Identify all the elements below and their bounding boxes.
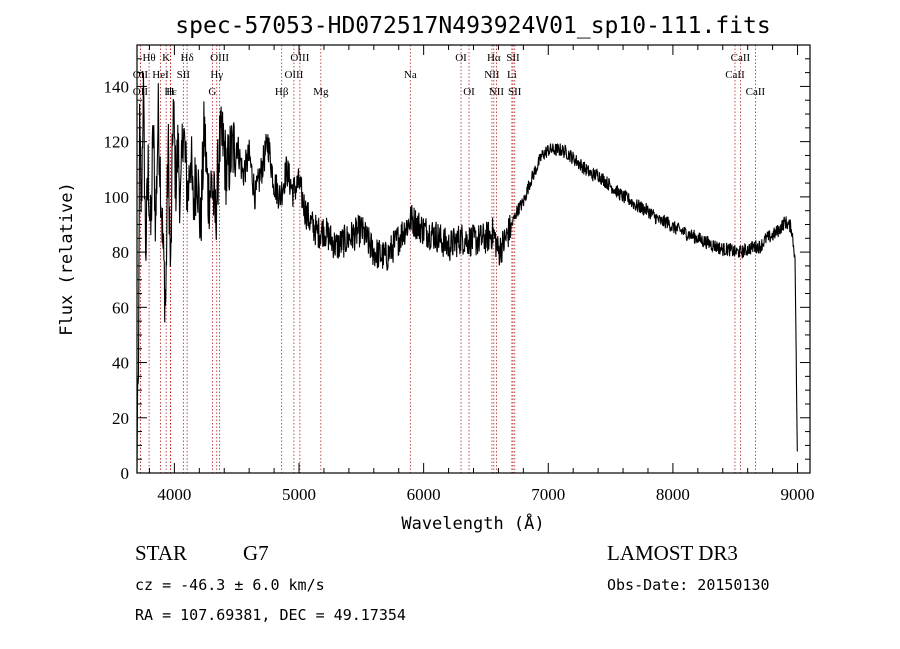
spectral-line-label: Li <box>507 69 517 81</box>
y-axis-label: Flux (relative) <box>57 182 77 336</box>
object-subclass: G7 <box>243 541 269 565</box>
object-type: STAR <box>135 541 187 565</box>
x-tick-label: 7000 <box>531 485 565 504</box>
spectral-line-label: OIII <box>210 52 229 64</box>
spectral-line-label: OII <box>133 69 149 81</box>
spectral-line-label: OIII <box>290 52 309 64</box>
x-axis-label: Wavelength (Å) <box>401 512 544 534</box>
y-tick-label: 80 <box>112 243 129 262</box>
spectral-line-label: OIII <box>284 69 303 81</box>
spectral-line-label: CaII <box>731 52 751 64</box>
spectrum-line <box>136 72 798 474</box>
spectral-line-label: Hα <box>487 52 501 64</box>
spectral-line-label: NII <box>489 86 505 98</box>
spectral-line-labels: Hθ K Hδ OIII OIII OI Hα SII CaII OII HeI SII Hγ OIII N… <box>133 52 766 98</box>
spectral-line-label: OII <box>133 86 149 98</box>
x-tick-label: 6000 <box>407 485 441 504</box>
spectral-line-label: Hδ <box>181 52 194 64</box>
x-tick-label: 4000 <box>157 485 191 504</box>
spectral-line-label: G <box>208 86 216 98</box>
spectral-line-label: H <box>166 86 174 98</box>
spectral-line-label: Mg <box>313 86 329 98</box>
spectral-line-label: Hε <box>164 86 177 98</box>
spectral-line-label: OI <box>455 52 467 64</box>
y-tick-label: 100 <box>104 188 130 207</box>
x-tick-label: 9000 <box>781 485 815 504</box>
y-tick-label: 120 <box>104 133 130 152</box>
spectral-line-label: CaII <box>725 69 745 81</box>
x-axis: 4000 5000 6000 7000 8000 9000 <box>148 45 815 504</box>
plot-frame <box>136 44 811 474</box>
x-tick-label: 5000 <box>282 485 316 504</box>
spectral-line-label: NII <box>484 69 500 81</box>
y-tick-label: 20 <box>112 409 129 428</box>
spectral-line-label: Hγ <box>210 69 223 81</box>
spectral-line-label: CaII <box>746 86 766 98</box>
chart-title: spec-57053-HD072517N493924V01_sp10-111.f… <box>175 13 770 39</box>
spectral-line-label: SII <box>177 69 191 81</box>
spectral-line-label: SII <box>506 52 520 64</box>
spectral-line-label: Hβ <box>275 86 289 98</box>
spectral-line-label: Na <box>404 69 417 81</box>
y-axis: 0 20 40 60 80 100 120 140 <box>104 58 810 483</box>
survey-name: LAMOST DR3 <box>607 541 738 565</box>
spectral-line-label: Hθ <box>142 52 155 64</box>
spectral-line-markers <box>139 45 756 473</box>
y-tick-label: 60 <box>112 298 129 317</box>
spectral-line-label: OI <box>463 86 475 98</box>
velocity-readout: cz = -46.3 ± 6.0 km/s <box>135 576 325 594</box>
y-tick-label: 40 <box>112 354 129 373</box>
spectral-line-label: K <box>162 52 170 64</box>
y-tick-label: 0 <box>121 464 130 483</box>
spectral-line-label: HeI <box>152 69 169 81</box>
coordinates: RA = 107.69381, DEC = 49.17354 <box>135 606 406 624</box>
y-tick-label: 140 <box>104 77 130 96</box>
spectral-line-label: SII <box>508 86 522 98</box>
x-tick-label: 8000 <box>656 485 690 504</box>
obs-date: Obs-Date: 20150130 <box>607 576 770 594</box>
